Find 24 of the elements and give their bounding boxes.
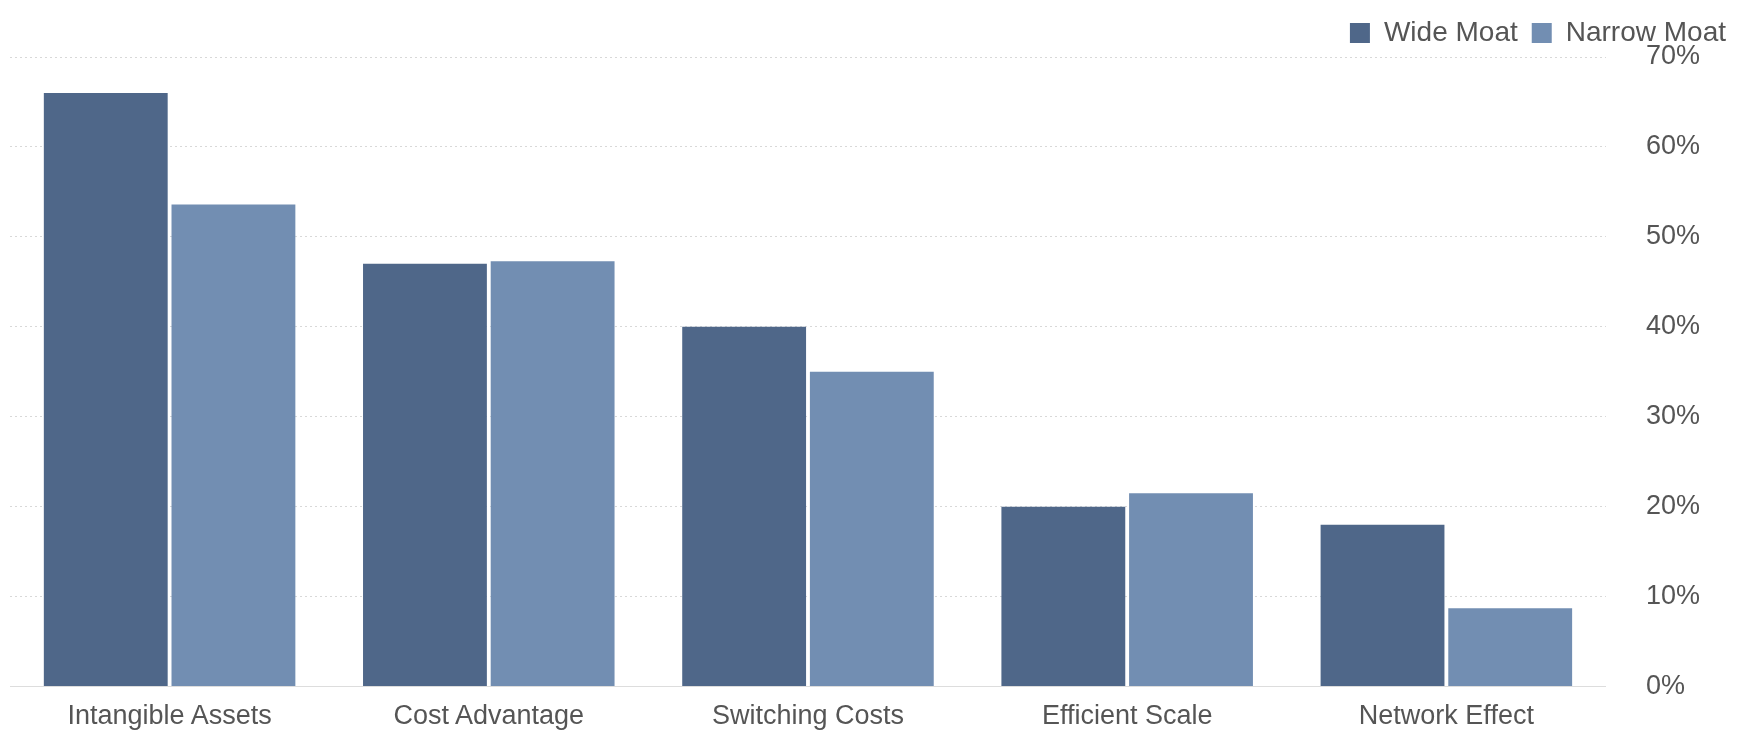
x-tick-label: Switching Costs	[711, 700, 905, 731]
x-tick-label: Network Effect	[1358, 700, 1535, 731]
y-tick-label: 20%	[1645, 490, 1701, 521]
bar	[490, 261, 615, 687]
bar	[171, 204, 296, 687]
bar	[1129, 493, 1253, 687]
bar	[1320, 524, 1445, 687]
y-tick-label: 70%	[1645, 40, 1701, 71]
bar	[809, 371, 934, 687]
legend-label: Wide Moat	[1383, 15, 1518, 47]
bar	[682, 326, 807, 687]
bar	[1448, 608, 1573, 687]
bar	[363, 263, 487, 687]
x-tick-label: Intangible Assets	[67, 700, 272, 731]
x-tick-label: Cost Advantage	[393, 700, 585, 731]
y-tick-label: 50%	[1645, 220, 1701, 251]
y-tick-label: 10%	[1645, 580, 1701, 611]
y-tick-label: 30%	[1645, 400, 1701, 431]
y-tick-label: 0%	[1645, 670, 1685, 701]
y-tick-label: 60%	[1645, 130, 1701, 161]
y-tick-label: 40%	[1645, 310, 1701, 341]
bar	[43, 92, 168, 687]
bar	[1001, 506, 1126, 687]
x-tick-label: Efficient Scale	[1041, 700, 1213, 731]
